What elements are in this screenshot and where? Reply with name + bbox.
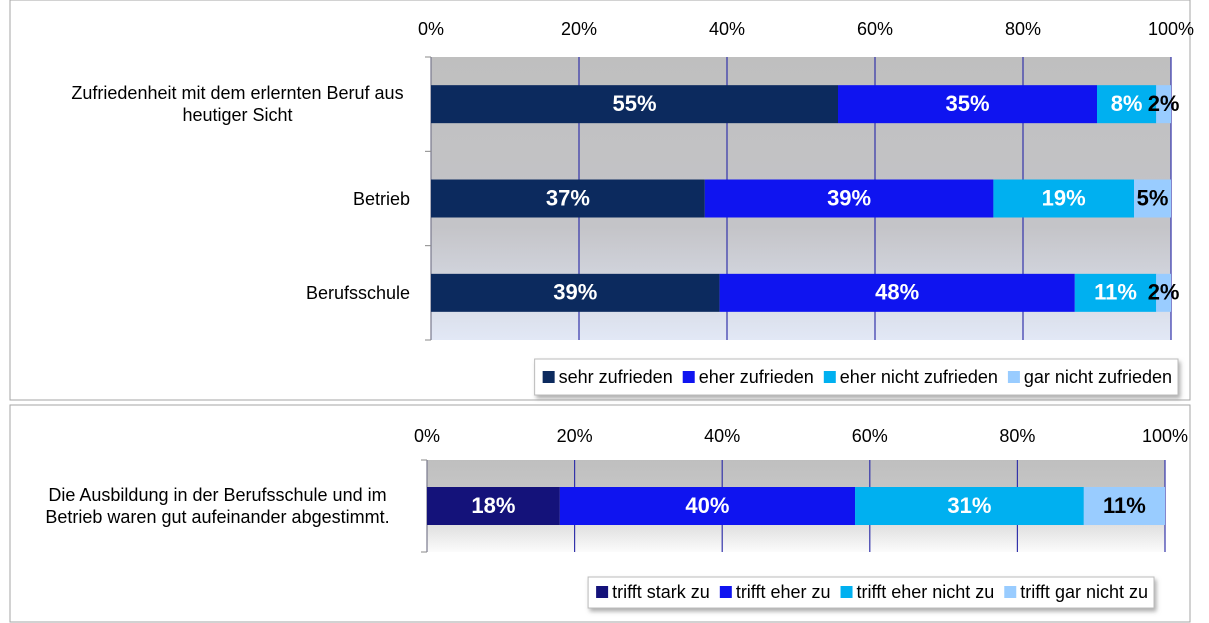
legend-swatch <box>840 586 853 598</box>
bar-segment <box>431 179 705 218</box>
data-label: 2% <box>1148 280 1180 305</box>
data-label: 11% <box>1103 493 1146 518</box>
data-label: 35% <box>945 91 989 116</box>
data-label: 5% <box>1137 185 1169 210</box>
bar-segment <box>1156 273 1171 312</box>
data-label: 18% <box>471 493 515 518</box>
legend-swatch <box>542 371 555 383</box>
x-tick-label: 0% <box>414 426 440 446</box>
x-tick-label: 60% <box>852 426 888 446</box>
data-label: 37% <box>546 185 590 210</box>
legend-swatch <box>1004 586 1017 598</box>
data-label: 31% <box>947 493 991 518</box>
bar-segment <box>1074 273 1157 312</box>
legend-swatch <box>823 371 836 383</box>
x-tick-label: 20% <box>561 19 597 39</box>
data-label: 19% <box>1042 185 1086 210</box>
x-tick-label: 40% <box>704 426 740 446</box>
bar-segment <box>719 273 1075 312</box>
bar-segment <box>431 273 720 312</box>
bar-segment <box>1156 85 1171 124</box>
data-label: 2% <box>1148 91 1180 116</box>
bar-segment <box>427 487 560 525</box>
legend-label: eher nicht zufrieden <box>840 367 998 387</box>
x-tick-label: 60% <box>857 19 893 39</box>
legend-box <box>534 358 1179 396</box>
x-tick-label: 0% <box>418 19 444 39</box>
category-label: Berufsschule <box>305 282 410 303</box>
legend-swatch <box>1007 371 1020 383</box>
legend-label: trifft eher nicht zu <box>857 582 995 602</box>
legend-label: gar nicht zufrieden <box>1024 367 1172 387</box>
bar-segment <box>1134 179 1171 218</box>
category-label: Zufriedenheit mit dem erlernten Beruf au… <box>71 83 404 126</box>
legend-swatch <box>682 371 695 383</box>
data-label: 40% <box>685 493 729 518</box>
data-label: 8% <box>1111 91 1143 116</box>
bar-segment <box>431 85 838 124</box>
bar-segment <box>704 179 994 218</box>
bar-segment <box>1083 487 1165 525</box>
category-label: Die Ausbildung in der Berufsschule und i… <box>45 485 390 527</box>
legend-box <box>587 576 1155 609</box>
data-label: 39% <box>553 280 597 305</box>
data-label: 55% <box>612 91 656 116</box>
data-label: 11% <box>1094 280 1137 305</box>
bar-segment <box>855 487 1084 525</box>
legend-label: trifft stark zu <box>612 582 710 602</box>
x-tick-label: 80% <box>999 426 1035 446</box>
x-tick-label: 20% <box>557 426 593 446</box>
bar-segment <box>559 487 856 525</box>
bar-segment <box>1097 85 1157 124</box>
bar-segment <box>993 179 1134 218</box>
data-label: 48% <box>875 280 919 305</box>
legend-swatch <box>596 586 609 598</box>
legend-label: sehr zufrieden <box>559 367 673 387</box>
category-label: Betrieb <box>352 188 410 209</box>
legend-label: trifft eher zu <box>736 582 831 602</box>
x-tick-label: 40% <box>709 19 745 39</box>
x-tick-label: 100% <box>1142 426 1188 446</box>
legend-label: trifft gar nicht zu <box>1020 582 1148 602</box>
data-label: 39% <box>827 185 871 210</box>
legend-label: eher zufrieden <box>699 367 814 387</box>
x-tick-label: 100% <box>1148 19 1194 39</box>
bar-segment <box>838 85 1097 124</box>
legend-swatch <box>719 586 732 598</box>
x-tick-label: 80% <box>1005 19 1041 39</box>
